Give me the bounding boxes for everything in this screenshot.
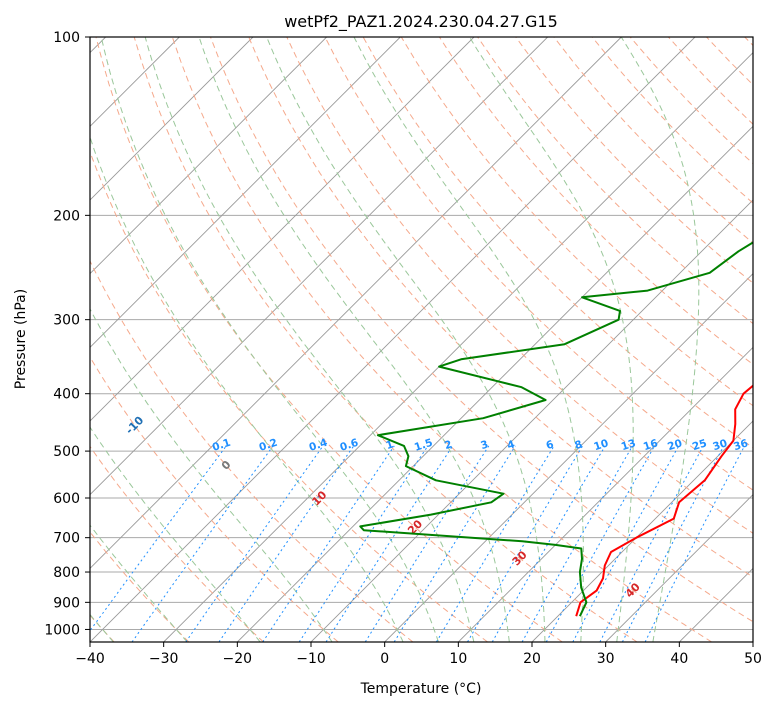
moist-adiabat: [90, 308, 333, 642]
x-axis: −40 −30 −20 −10 0 10 20 30 40 50: [75, 642, 762, 667]
mixing-ratio-line: [644, 445, 746, 642]
mixing-ratio-label: 0.4: [308, 437, 329, 454]
dry-adiabat: [95, 37, 563, 642]
isotherm-line: [531, 420, 753, 642]
moist-adiabat: [90, 135, 404, 642]
x-tick-label: 50: [744, 651, 762, 667]
mixing-ratio-label: 0.6: [338, 437, 359, 454]
y-tick-label: 300: [53, 313, 80, 329]
isotherm-line: [605, 494, 753, 642]
dry-adiabat: [324, 37, 753, 491]
mixing-ratio-line: [435, 445, 555, 642]
y-tick-label: 700: [53, 531, 80, 547]
mixing-ratio-line: [545, 445, 656, 642]
temperature-line: [575, 384, 753, 617]
dry-adiabat: [248, 37, 753, 578]
dry-adiabat: [171, 37, 712, 642]
dry-adiabat: [210, 37, 753, 623]
x-axis-label: Temperature (°C): [360, 681, 482, 697]
mixing-ratio-line: [131, 445, 274, 642]
x-tick-label: −10: [296, 651, 326, 667]
mixing-ratio-line: [262, 445, 395, 642]
x-tick-label: 30: [597, 651, 615, 667]
mixing-ratio-label: 1: [384, 438, 395, 452]
dry-adiabat: [90, 259, 414, 642]
mixing-ratio-line: [218, 445, 355, 642]
y-tick-label: 400: [53, 387, 80, 403]
plot-frame: [89, 36, 754, 643]
x-tick-label: −30: [149, 651, 179, 667]
moist-adiabat: [90, 524, 188, 642]
y-tick-label: 200: [53, 208, 80, 224]
moist-adiabat: [144, 37, 475, 642]
mixing-ratio-label: 16: [642, 437, 660, 453]
y-axis: 100 200 300 400 500 600 700 800 900 1000: [44, 30, 90, 638]
sounding-series: [359, 241, 753, 617]
y-tick-label: 1000: [44, 622, 80, 638]
isotherm-line: [237, 125, 753, 642]
moist-adiabat: [100, 37, 439, 642]
isotherm-line: [384, 273, 753, 642]
y-tick-label: 100: [53, 30, 80, 46]
isotherm-line: [90, 37, 475, 422]
isotherm-line: [458, 346, 753, 642]
x-tick-label: 10: [449, 651, 467, 667]
isotherm-line: [90, 37, 401, 348]
chart-title: wetPf2_PAZ1.2024.230.04.27.G15: [284, 12, 558, 32]
mixing-ratio-label: 20: [666, 437, 684, 453]
mixing-ratio-line: [491, 445, 606, 642]
mixing-ratio-label: 0.2: [258, 437, 279, 454]
mixing-ratio-label: 13: [620, 437, 638, 453]
dry-adiabat: [286, 37, 753, 534]
dewpoint-line: [359, 241, 753, 617]
isotherm-line: [90, 37, 622, 569]
dry-adiabat: [90, 445, 264, 642]
mixing-ratio-line: [467, 445, 584, 642]
y-tick-label: 800: [53, 565, 80, 581]
isobar-gridlines: [90, 37, 753, 630]
mixing-ratio-label: 3: [479, 438, 490, 452]
mixing-ratio-label: 30: [711, 437, 729, 453]
mixing-ratio-line: [599, 445, 704, 642]
mixing-ratio-line: [621, 445, 725, 642]
y-tick-label: 900: [53, 595, 80, 611]
mixing-ratio-label: 10: [592, 437, 610, 453]
x-tick-label: 40: [670, 651, 688, 667]
moist-adiabat: [620, 37, 700, 642]
isotherm-line: [163, 52, 753, 642]
plot-area: 0.10.20.40.611.52346810131620253036-100-…: [90, 37, 753, 642]
mixing-ratio-label: 1.5: [413, 437, 434, 454]
dry-adiabat: [133, 37, 638, 642]
y-tick-label: 600: [53, 491, 80, 507]
mixing-ratio-label: 25: [691, 437, 709, 453]
mixing-ratio-line: [521, 445, 633, 642]
x-tick-label: −20: [223, 651, 253, 667]
mixing-ratio-label: 8: [573, 438, 584, 452]
mixing-ratio-line: [298, 445, 429, 642]
x-tick-label: 0: [380, 651, 389, 667]
mixing-ratio-label: 2: [443, 438, 454, 452]
mixing-ratio-label: 36: [732, 437, 750, 453]
dry-adiabat: [515, 37, 753, 284]
isotherm-line: [90, 37, 548, 496]
isotherm-line: [90, 37, 254, 201]
x-tick-label: 20: [523, 651, 541, 667]
mixing-ratio-lines: [90, 445, 746, 642]
mixing-ratio-label: 0.1: [211, 437, 232, 454]
isotherm-lines: [90, 37, 753, 642]
isotherm-line: [90, 37, 327, 275]
mixing-ratio-label: 4: [506, 438, 517, 452]
mixing-ratio-label: 6: [545, 438, 556, 452]
moist-adiabat: [90, 426, 261, 642]
isotherm-line: [90, 37, 696, 642]
y-tick-label: 500: [53, 444, 80, 460]
mixing-ratio-line: [572, 445, 680, 642]
x-tick-label: −40: [75, 651, 105, 667]
y-axis-label: Pressure (hPa): [13, 289, 29, 389]
moist-adiabat: [266, 37, 546, 642]
